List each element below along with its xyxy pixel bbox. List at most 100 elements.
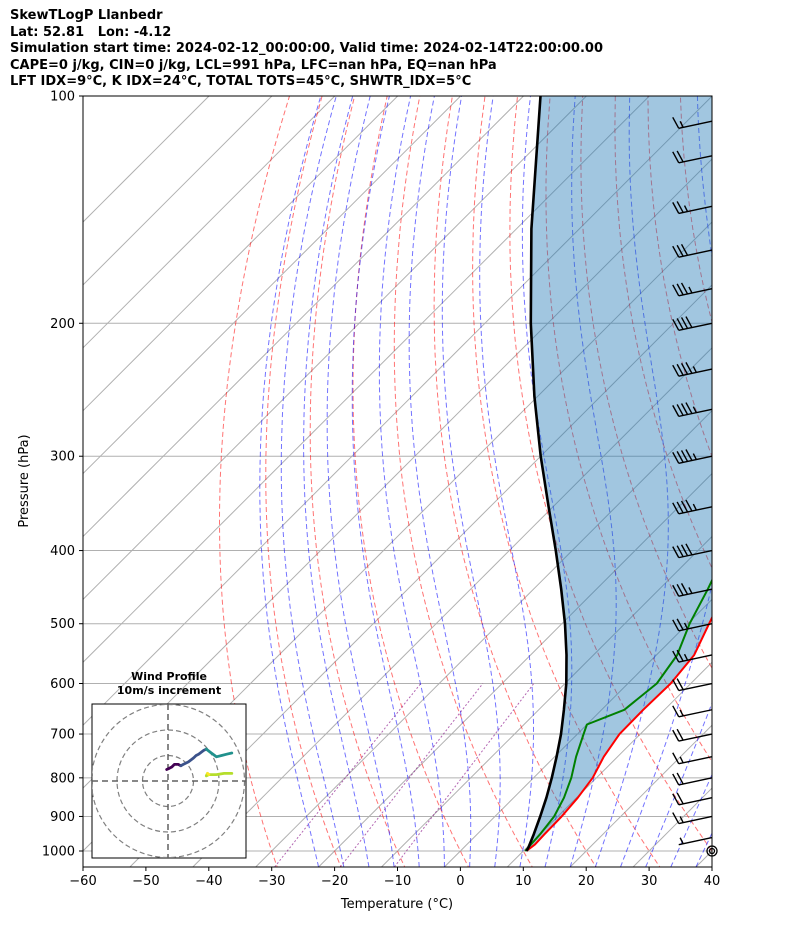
barb-flag	[680, 544, 689, 557]
y-tick-label: 800	[50, 771, 75, 786]
barb-flag	[672, 116, 680, 129]
moist-adiabat	[479, 96, 534, 867]
moist-adiabat	[721, 96, 794, 867]
mixing-ratio-line	[274, 683, 422, 867]
dry-adiabat	[746, 96, 794, 870]
barb-staff	[678, 205, 713, 215]
cin-shaded-area	[526, 96, 712, 851]
wind-barb	[672, 543, 713, 559]
hodograph-inset	[91, 703, 247, 859]
dry-adiabat	[433, 96, 597, 867]
barb-flag	[672, 202, 680, 214]
wind-barb	[672, 316, 713, 332]
barb-flag	[676, 404, 684, 416]
barb-half-flag	[692, 406, 697, 413]
barb-flag	[676, 618, 684, 631]
wind-barb	[672, 705, 713, 718]
grid-lines	[83, 96, 712, 867]
moist-adiabat	[351, 96, 420, 867]
barb-flag	[676, 451, 684, 463]
isotherm-gridline	[83, 96, 524, 538]
chart-header: SkewTLogP Llanbedr Lat: 52.81 Lon: -4.12…	[10, 8, 603, 91]
hodograph-title: Wind Profile 10m/s increment	[92, 670, 246, 698]
wind-barb	[672, 728, 713, 742]
header-line-times: Simulation start time: 2024-02-12_00:00:…	[10, 41, 603, 57]
x-tick-label: −20	[321, 874, 348, 889]
wind-barb	[672, 752, 713, 765]
barb-staff	[678, 755, 713, 765]
dry-adiabat	[713, 96, 794, 870]
moist-adiabat	[620, 96, 712, 867]
y-tick-label: 700	[50, 728, 75, 743]
barb-half-flag	[692, 453, 697, 460]
barb-flag	[672, 679, 680, 691]
barb-flag	[672, 619, 680, 632]
barb-flag	[676, 363, 684, 376]
dry-adiabat	[352, 96, 470, 867]
moist-adiabat	[408, 96, 472, 867]
wind-barb	[672, 362, 713, 377]
wind-barb	[672, 402, 713, 418]
y-tick-label: 300	[50, 450, 75, 465]
barb-flag	[676, 792, 684, 805]
x-tick-label: −10	[384, 874, 411, 889]
barb-flag	[680, 282, 689, 295]
x-tick-label: −30	[258, 874, 285, 889]
x-tick-label: 20	[578, 874, 595, 889]
isotherm-gridline	[83, 96, 461, 475]
barb-half-flag	[679, 837, 684, 845]
barb-flag	[685, 316, 693, 328]
barb-flag	[672, 151, 680, 164]
header-line-station: SkewTLogP Llanbedr	[10, 8, 163, 23]
isotherm-gridline	[443, 598, 712, 867]
y-tick-label: 600	[50, 677, 75, 692]
barb-staff	[678, 155, 713, 164]
x-tick-label: −50	[132, 874, 159, 889]
barb-flag	[676, 201, 684, 213]
y-tick-label: 500	[50, 617, 75, 632]
y-tick-label: 400	[50, 544, 75, 559]
barb-staff	[678, 777, 713, 786]
moist-adiabat	[594, 96, 669, 867]
barb-half-flag	[692, 503, 697, 511]
wind-barb	[672, 792, 713, 806]
header-line-indices: LFT IDX=9°C, K IDX=24°C, TOTAL TOTS=45°C…	[10, 74, 472, 90]
wind-barb	[672, 449, 713, 464]
dry-adiabat	[509, 96, 712, 852]
barb-flag	[672, 773, 680, 786]
wind-barb	[672, 282, 713, 297]
isotherm-gridline	[83, 96, 399, 412]
barb-staff	[678, 682, 713, 692]
wind-barb	[672, 150, 713, 164]
barb-flag	[676, 150, 684, 163]
y-axis-label: Pressure (hPa)	[17, 434, 32, 527]
moist-adiabat	[259, 96, 322, 867]
barb-flag	[685, 402, 693, 414]
barb-flag	[676, 318, 684, 330]
barb-staff	[678, 836, 713, 846]
barb-flag	[672, 245, 680, 258]
barb-flag	[676, 772, 684, 785]
barb-flag	[672, 319, 680, 331]
barb-flag	[672, 752, 680, 765]
barb-half-flag	[679, 121, 684, 128]
barb-staff	[678, 249, 713, 258]
dry-adiabat	[614, 96, 712, 570]
barb-flag	[676, 649, 684, 662]
barb-flag	[672, 546, 680, 558]
wind-barb	[672, 678, 713, 692]
temperature-line	[525, 615, 712, 852]
dry-adiabat	[309, 96, 406, 867]
barb-flag	[672, 793, 680, 806]
barb-flag	[672, 284, 680, 297]
x-tick-label: −60	[69, 874, 96, 889]
moist-adiabat	[670, 773, 712, 867]
wind-barb	[672, 618, 713, 632]
barb-flag	[676, 545, 684, 558]
x-tick-label: −40	[195, 874, 222, 889]
isotherm-gridline	[506, 661, 712, 867]
barb-staff	[678, 709, 713, 718]
barb-flag	[672, 405, 680, 417]
barb-flag	[680, 583, 689, 595]
isotherm-gridline	[83, 96, 587, 601]
